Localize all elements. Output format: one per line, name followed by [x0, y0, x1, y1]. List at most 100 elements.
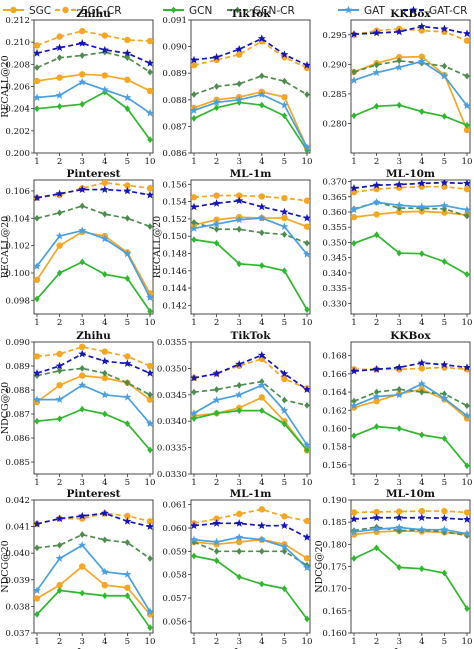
series-line	[193, 90, 308, 149]
legend-marker	[234, 6, 241, 14]
data-point	[100, 85, 109, 94]
data-point	[147, 391, 153, 399]
series-group	[191, 34, 310, 153]
axes-frame	[350, 19, 471, 154]
x-tick-label: 1	[34, 318, 39, 328]
data-point	[56, 581, 63, 589]
x-tick-label: 3	[79, 318, 84, 328]
data-point	[146, 190, 153, 199]
series-line	[353, 60, 468, 107]
x-tick-label: 2	[374, 478, 379, 488]
data-point	[123, 93, 132, 101]
y-tick-label: 0.295	[322, 31, 347, 41]
panel-title: TikTok	[231, 330, 272, 342]
data-point	[281, 214, 288, 222]
series-gcn-cr	[34, 531, 153, 562]
data-point	[440, 71, 449, 80]
x-tick-label: 10	[302, 318, 313, 328]
data-point	[372, 28, 381, 37]
series-line	[193, 194, 308, 202]
y-tick-label: 0.090	[5, 338, 30, 348]
data-point	[101, 72, 109, 79]
series-gcn-cr	[34, 365, 153, 399]
series-line	[353, 201, 468, 211]
x-tick-label: 5	[442, 318, 447, 328]
data-point	[351, 514, 358, 523]
data-point	[303, 440, 310, 449]
y-axis-label: NDCG@20	[314, 540, 325, 592]
y-axis-label: NDCG@20	[0, 382, 11, 434]
data-point	[34, 595, 41, 602]
data-point	[236, 225, 242, 233]
data-point	[417, 358, 426, 367]
data-point	[212, 537, 221, 546]
y-tick-label: 0.345	[322, 254, 347, 264]
panel-zhihu-ndcg: 0.085 0.086 0.087 0.088 0.089 0.090 1 2 3 4 5 10 Zhi…	[0, 330, 155, 488]
data-point	[281, 267, 288, 275]
data-point	[257, 213, 266, 222]
data-point	[123, 49, 132, 57]
x-tick-label: 3	[79, 637, 84, 647]
data-point	[147, 446, 153, 454]
series-sgc-cr	[351, 507, 470, 516]
y-tick-label: 0.160	[322, 424, 347, 434]
series-line	[36, 231, 151, 294]
series-gcn	[351, 544, 470, 613]
x-tick-label: 5	[125, 478, 130, 488]
data-point	[463, 509, 470, 516]
series-gcn-cr	[191, 218, 310, 247]
y-tick-label: 0.090	[162, 43, 187, 53]
data-point	[213, 239, 220, 247]
data-point	[281, 585, 288, 593]
x-tick-label: 2	[374, 318, 379, 328]
data-point	[441, 507, 448, 515]
data-point	[395, 390, 404, 399]
x-tick-label: 1	[191, 318, 196, 328]
x-tick-label: 10	[462, 478, 473, 488]
data-point	[373, 544, 380, 552]
data-point	[396, 54, 403, 61]
data-point	[441, 205, 448, 213]
series-gat-cr	[34, 349, 153, 377]
series-gcn	[34, 405, 153, 454]
y-tick-label: 0.0355	[157, 338, 187, 348]
data-point	[259, 580, 265, 588]
data-point	[396, 249, 402, 257]
data-point	[147, 68, 153, 76]
data-point	[417, 57, 426, 65]
series-group	[34, 180, 153, 314]
y-tick-label: 0.037	[5, 629, 30, 639]
data-point	[124, 379, 131, 387]
data-point	[34, 417, 40, 425]
series-group	[191, 351, 310, 454]
panel-ml-10m-ndcg: 0.160 0.165 0.170 0.175 0.180 0.185 0.190 1 2 3 4 5…	[314, 488, 472, 649]
data-point	[102, 592, 108, 600]
series-line	[353, 388, 468, 407]
series-line	[193, 217, 308, 255]
series-line	[193, 101, 308, 151]
x-tick-label: 5	[282, 157, 287, 167]
y-tick-label: 0.144	[162, 284, 187, 294]
data-point	[34, 261, 41, 270]
data-point	[418, 507, 425, 515]
data-point	[236, 573, 242, 581]
data-point	[351, 555, 357, 562]
panel-pinterest-recall: 0.098 0.100 0.102 0.104 0.106 1 2 3 4 5 10 Pinteres…	[0, 168, 155, 328]
series-gcn	[351, 423, 470, 470]
data-point	[351, 213, 358, 221]
data-point	[463, 37, 470, 44]
data-point	[100, 509, 109, 517]
x-tick-label: 1	[351, 637, 356, 647]
x-axis-label: Layers	[394, 647, 427, 649]
y-tick-label: 0.142	[162, 301, 187, 311]
data-point	[372, 198, 381, 206]
data-point	[236, 510, 243, 518]
series-line	[36, 229, 151, 298]
data-point	[34, 64, 40, 72]
series-group	[351, 180, 470, 278]
data-point	[373, 397, 380, 405]
data-point	[303, 61, 310, 69]
series-sgc-cr	[34, 510, 153, 528]
data-point	[464, 462, 470, 470]
data-point	[280, 406, 289, 415]
